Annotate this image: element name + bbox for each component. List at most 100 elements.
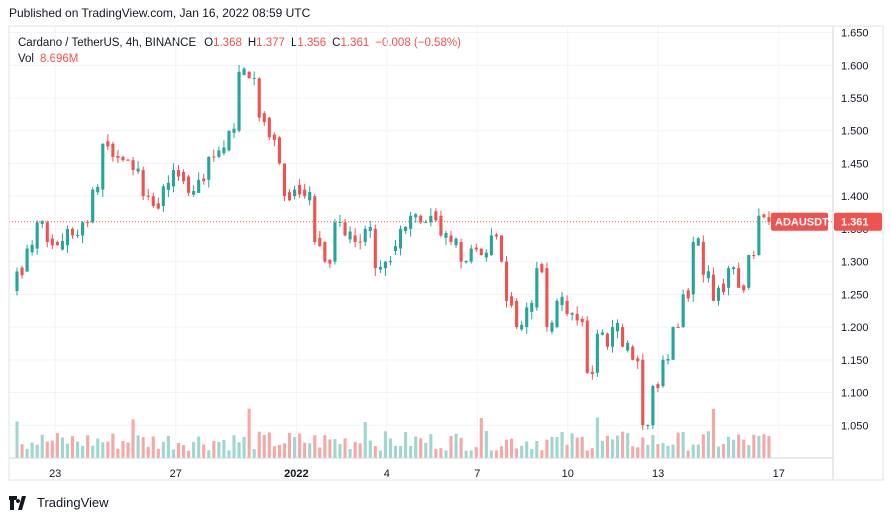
volume-bar bbox=[656, 444, 660, 458]
legend-open: 1.368 bbox=[213, 37, 242, 49]
candle-body bbox=[429, 215, 433, 223]
candle-body bbox=[50, 238, 54, 246]
y-tick-label: 1.600 bbox=[841, 60, 869, 72]
volume-bar bbox=[706, 431, 710, 458]
candle-body bbox=[636, 358, 640, 362]
candle-body bbox=[65, 228, 70, 246]
volume-bar bbox=[590, 448, 594, 458]
candle-body bbox=[70, 228, 75, 236]
volume-bar bbox=[393, 445, 398, 458]
candle-body bbox=[651, 386, 655, 426]
volume-bar bbox=[212, 440, 216, 458]
volume-bar bbox=[429, 434, 433, 458]
candle-body bbox=[565, 300, 569, 314]
volume-bar bbox=[242, 436, 246, 458]
candle-body bbox=[106, 141, 110, 147]
candle-body bbox=[681, 294, 685, 328]
volume-bar bbox=[721, 443, 726, 458]
volume-bar bbox=[176, 442, 181, 458]
candle-body bbox=[444, 233, 448, 238]
candle-body bbox=[550, 322, 554, 332]
candle-body bbox=[287, 192, 292, 201]
candle-body bbox=[752, 255, 756, 257]
volume-bar bbox=[560, 432, 564, 458]
volume-bar bbox=[494, 450, 498, 458]
candle-body bbox=[716, 287, 721, 301]
candle-body bbox=[176, 170, 181, 177]
y-axis-ticks: 1.6501.6001.5501.5001.4501.4001.3501.300… bbox=[841, 28, 869, 433]
volume-bar bbox=[338, 443, 342, 458]
candle-body bbox=[666, 358, 670, 361]
candle-body bbox=[676, 326, 680, 328]
candle-body bbox=[45, 222, 49, 242]
candle-body bbox=[600, 332, 604, 335]
volume-bar bbox=[530, 448, 534, 458]
candle-body bbox=[494, 234, 498, 237]
candle-body bbox=[641, 359, 645, 426]
y-tick-label: 1.550 bbox=[841, 93, 869, 105]
footer-brand: TradingView bbox=[37, 495, 109, 510]
volume-bar bbox=[91, 445, 95, 458]
candle-body bbox=[141, 170, 145, 197]
candle-body bbox=[373, 228, 377, 269]
volume-bar bbox=[535, 441, 539, 458]
volume-bar bbox=[323, 435, 327, 458]
volume-bar bbox=[701, 434, 705, 458]
candle-body bbox=[605, 333, 610, 347]
volume-bar bbox=[247, 408, 251, 458]
volume-bar bbox=[343, 438, 347, 458]
candle-body bbox=[621, 327, 625, 347]
candle-body bbox=[126, 159, 130, 161]
candle-body bbox=[267, 117, 271, 138]
x-tick-label: 7 bbox=[474, 468, 480, 480]
y-tick-label: 1.400 bbox=[841, 191, 869, 203]
legend-price-row: Cardano / TetherUS, 4h, BINANCE O1.368 H1.… bbox=[18, 35, 461, 51]
candle-body bbox=[398, 228, 403, 249]
candle-body bbox=[525, 307, 529, 328]
volume-bar bbox=[681, 431, 685, 458]
volume-bar bbox=[610, 439, 615, 458]
volume-bar bbox=[86, 435, 90, 458]
volume-bar bbox=[131, 419, 135, 458]
volume-bar bbox=[358, 443, 362, 458]
volume-bar bbox=[600, 440, 604, 458]
y-tick-label: 1.650 bbox=[841, 28, 869, 40]
y-tick-label: 1.100 bbox=[841, 388, 869, 400]
volume-bar bbox=[252, 449, 256, 458]
volume-bar bbox=[727, 436, 731, 458]
volume-bar bbox=[737, 434, 741, 458]
volume-bar bbox=[696, 444, 700, 458]
candle-body bbox=[181, 171, 186, 182]
volume-bar bbox=[181, 445, 186, 458]
volume-bar bbox=[484, 431, 488, 458]
legend-high: 1.377 bbox=[256, 37, 285, 49]
candle-body bbox=[757, 215, 761, 256]
candle-body bbox=[20, 267, 24, 276]
volume-bar bbox=[187, 450, 191, 458]
candle-body bbox=[338, 221, 342, 223]
candle-body bbox=[504, 261, 509, 301]
candle-body bbox=[272, 134, 276, 140]
candle-body bbox=[575, 314, 579, 321]
volume-bar bbox=[151, 436, 155, 458]
candle-body bbox=[55, 242, 59, 246]
volume-bar bbox=[388, 438, 393, 458]
candle-body bbox=[626, 342, 630, 351]
candle-body bbox=[187, 176, 191, 193]
candle-body bbox=[151, 196, 155, 206]
volume-bar bbox=[237, 442, 241, 458]
volume-bar bbox=[303, 442, 307, 458]
candle-body bbox=[197, 179, 201, 193]
volume-bar bbox=[101, 442, 105, 458]
candle-body bbox=[86, 221, 90, 223]
volume-bar bbox=[217, 442, 221, 458]
volume-bar bbox=[81, 445, 85, 458]
candle-body bbox=[15, 271, 19, 292]
volume-bar bbox=[30, 442, 34, 458]
volume-bar bbox=[76, 441, 80, 458]
volume-bar bbox=[287, 432, 292, 458]
x-axis-ticks: 23 27 2022 4 7 10 13 17 bbox=[49, 468, 785, 480]
candle-body bbox=[535, 268, 539, 308]
candle-body bbox=[116, 155, 120, 158]
